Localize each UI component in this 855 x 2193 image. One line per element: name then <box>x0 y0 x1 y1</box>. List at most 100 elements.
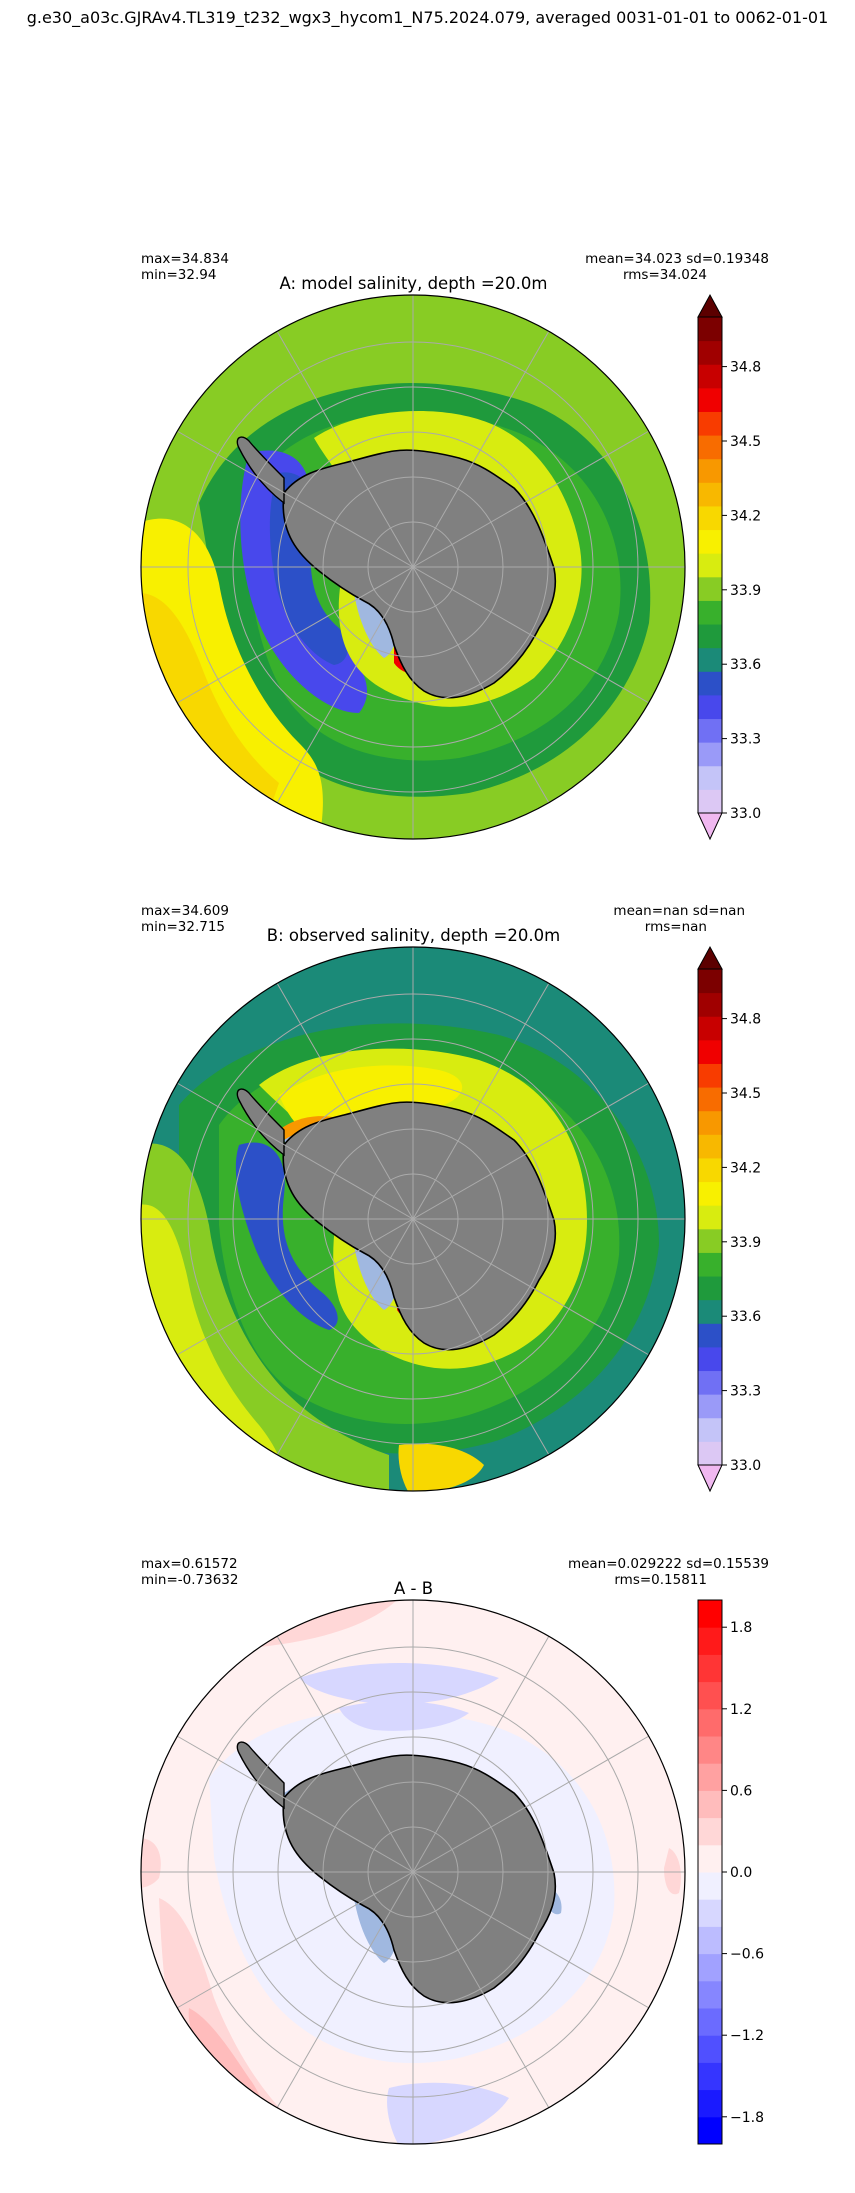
colorbar-segment <box>698 1790 722 1819</box>
colorbar-segment <box>698 765 722 790</box>
colorbar-segment <box>698 1346 722 1372</box>
colorbar-segment <box>698 553 722 578</box>
graticule <box>141 295 685 839</box>
colorbar-segment <box>698 1016 722 1041</box>
anomaly-band <box>339 1701 469 1731</box>
salinity-band <box>398 1443 484 1491</box>
colorbar-segment <box>698 1039 722 1064</box>
colorbar-tick-label: 33.0 <box>730 806 761 822</box>
colorbar-segment <box>698 387 722 412</box>
anomaly-band <box>387 2082 509 2144</box>
panel-diff: max=0.61572 min=-0.73632 mean=0.029222 s… <box>0 1553 855 2193</box>
colorbar-tick-label: −1.2 <box>730 2028 764 2044</box>
colorbar-segment <box>698 1926 722 1955</box>
colorbar-segment <box>698 1205 722 1230</box>
colorbar-segment <box>698 2116 722 2145</box>
antarctica-landmass <box>282 449 557 699</box>
colorbar-segment <box>698 1087 722 1112</box>
colorbar-segment <box>698 1763 722 1791</box>
colorbar-segment <box>698 789 722 814</box>
panel-diff-title: A - B <box>393 1579 434 1598</box>
colorbar-extend-min <box>697 812 723 841</box>
colorbar-segment <box>698 458 722 483</box>
colorbar-segment <box>698 742 722 767</box>
colorbar-segment <box>698 576 722 601</box>
colorbar-tick-label: 34.2 <box>730 1160 761 1176</box>
colorbar-segment <box>698 624 722 649</box>
colorbar-segment <box>698 694 722 720</box>
colorbar-tick-label: 34.2 <box>730 508 761 524</box>
colorbar-segment <box>698 529 722 554</box>
panel-b-max: max=34.609 <box>141 903 229 919</box>
panel-diff-colorbar: 1.8 1.2 0.6 0.0 −0.6 −1.2 −1.8 <box>697 1599 764 2145</box>
colorbar-tick-label: 33.0 <box>730 1458 761 1474</box>
colorbar-segment <box>698 1134 722 1159</box>
colorbar-segment <box>698 671 722 696</box>
colorbar-tick-label: 0.0 <box>730 1865 752 1881</box>
colorbar-segment <box>698 1276 722 1301</box>
colorbar-segment <box>698 1953 722 1982</box>
colorbar-segment <box>698 1323 722 1348</box>
colorbar-segment <box>698 1681 722 1710</box>
colorbar-segment <box>698 1370 722 1395</box>
colorbar-segment <box>698 1872 722 1900</box>
colorbar-segment <box>698 1708 722 1737</box>
colorbar-segment <box>698 1441 722 1466</box>
colorbar-segment <box>698 1654 722 1683</box>
colorbar-segment <box>698 1252 722 1277</box>
anomaly-band <box>664 1848 681 1895</box>
colorbar-segment <box>698 2035 722 2063</box>
colorbar-segment <box>698 411 722 436</box>
colorbar-tick-label: 34.8 <box>730 360 761 376</box>
colorbar-segment <box>698 317 722 342</box>
colorbar-tick-label: 33.3 <box>730 1384 761 1400</box>
anomaly-band <box>299 1663 499 1705</box>
panel-b-colorbar: 34.8 34.5 34.2 33.9 33.6 33.3 33.0 <box>697 945 761 1493</box>
colorbar-segment <box>698 340 722 365</box>
antarctica-landmass <box>282 1101 557 1351</box>
panel-b: max=34.609 min=32.715 mean=nan sd=nan rm… <box>0 900 855 1540</box>
panel-b-map <box>140 946 686 1492</box>
colorbar-segment <box>698 1899 722 1927</box>
colorbar-segment <box>698 1736 722 1764</box>
colorbar-tick-label: 34.5 <box>730 1086 761 1102</box>
colorbar-tick-label: 33.6 <box>730 1309 761 1325</box>
colorbar-segment <box>698 435 722 460</box>
colorbar-segment <box>698 2008 722 2036</box>
panel-diff-max: max=0.61572 <box>141 1556 238 1572</box>
colorbar-tick-label: 1.8 <box>730 1620 752 1636</box>
colorbar-tick-label: 34.5 <box>730 434 761 450</box>
panel-diff-min: min=-0.73632 <box>141 1572 239 1588</box>
panel-a-mean-sd: mean=34.023 sd=0.19348 <box>585 251 769 267</box>
colorbar-segment <box>698 1817 722 1846</box>
colorbar-tick-label: 0.6 <box>730 1783 752 1799</box>
colorbar-frame <box>697 316 723 814</box>
colorbar-segment <box>698 1110 722 1135</box>
panel-a-max: max=34.834 <box>141 251 229 267</box>
colorbar-segment <box>698 647 722 672</box>
panel-diff-map <box>140 1599 686 2145</box>
south-america-tip <box>141 1031 176 1076</box>
antarctica-landmass <box>282 1754 557 2004</box>
panel-a-title: A: model salinity, depth =20.0m <box>279 274 548 293</box>
colorbar-tick-label: 1.2 <box>730 1702 752 1718</box>
colorbar-segment <box>698 1417 722 1442</box>
colorbar-segment <box>698 364 722 389</box>
colorbar-tick-label: 33.9 <box>730 583 761 599</box>
colorbar-segment <box>698 1181 722 1206</box>
colorbar-tick-label: −1.8 <box>730 2110 764 2126</box>
panel-diff-mean-sd: mean=0.029222 sd=0.15539 <box>567 1556 769 1572</box>
colorbar-segment <box>698 1157 722 1183</box>
colorbar-segment <box>698 1600 722 1628</box>
panel-a-min: min=32.94 <box>141 267 217 283</box>
colorbar-segment <box>698 718 722 743</box>
colorbar-segment <box>698 505 722 531</box>
colorbar-segment <box>698 482 722 507</box>
panel-a-rms: rms=34.024 <box>622 267 707 283</box>
colorbar-segment <box>698 1980 722 2009</box>
colorbar-segment <box>698 992 722 1017</box>
colorbar-segment <box>698 600 722 625</box>
colorbar-segment <box>698 1299 722 1324</box>
colorbar-frame <box>697 968 723 1466</box>
colorbar-tick-label: 33.3 <box>730 732 761 748</box>
